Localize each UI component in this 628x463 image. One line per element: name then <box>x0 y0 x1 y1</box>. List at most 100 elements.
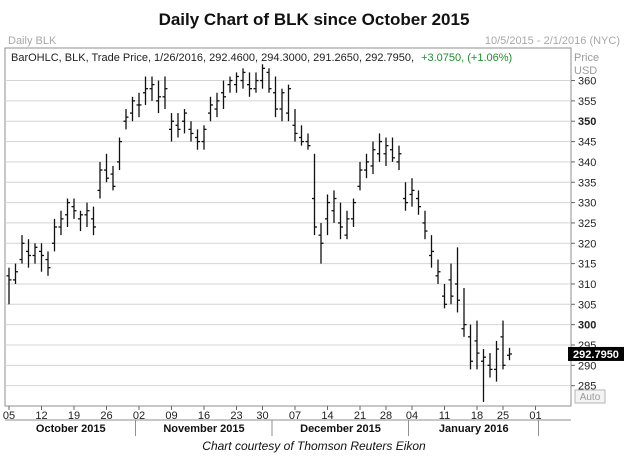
ohlc-bar <box>377 133 382 162</box>
ohlc-bar <box>104 153 109 183</box>
ohlc-bar <box>312 153 317 236</box>
ohlc-bar <box>143 76 148 105</box>
ohlc-bar <box>123 109 129 130</box>
ohlc-bar <box>487 353 493 378</box>
ohlc-bar <box>474 320 480 370</box>
ohlc-bar <box>260 64 265 89</box>
ohlc-bar <box>110 165 116 191</box>
ohlc-bar <box>279 88 285 122</box>
x-tick-label: 12 <box>35 410 47 422</box>
chart-caption: Chart courtesy of Thomson Reuters Eikon <box>202 439 426 453</box>
y-tick-label: 290 <box>578 360 596 372</box>
y-tick-label: 340 <box>578 157 596 169</box>
price-bars <box>6 64 512 402</box>
month-label: December 2015 <box>300 423 381 435</box>
x-tick-label: 16 <box>198 410 210 422</box>
ohlc-bar <box>26 239 31 268</box>
x-tick-label: 02 <box>133 410 145 422</box>
x-tick-label: 07 <box>289 410 301 422</box>
ohlc-bar <box>338 202 343 240</box>
ohlc-bar <box>364 153 369 179</box>
x-tick-label: 04 <box>406 410 418 422</box>
info-values: BarOHLC, BLK, Trade Price, 1/26/2016, 29… <box>11 52 414 64</box>
ohlc-bar <box>71 198 77 219</box>
ohlc-bar <box>266 68 272 93</box>
ohlc-bar <box>494 340 499 382</box>
ohlc-bar <box>442 283 447 309</box>
ohlc-bar <box>78 210 83 232</box>
x-tick-label: 05 <box>3 410 15 422</box>
last-price-badge: 292.7950 <box>568 346 624 361</box>
ohlc-bar <box>351 198 356 227</box>
ohlc-bar <box>305 133 311 150</box>
ohlc-bar <box>32 243 38 264</box>
y-tick-label: 335 <box>578 177 596 189</box>
x-tick-label: 26 <box>100 410 112 422</box>
ohlc-bar <box>221 80 226 110</box>
ohlc-bar <box>429 235 434 268</box>
y-tick-label: 360 <box>578 76 596 88</box>
ohlc-bar <box>52 218 57 252</box>
ohlc-bar <box>416 190 421 215</box>
auto-scale-button[interactable]: Auto <box>574 389 606 404</box>
ohlc-bar <box>208 96 213 122</box>
ohlc-bar <box>97 161 103 199</box>
ohlc-bar <box>58 210 64 236</box>
y-tick-label: 330 <box>578 198 596 210</box>
y-tick-label: 310 <box>578 279 596 291</box>
ohlc-bar <box>325 194 330 236</box>
ohlc-bar <box>169 113 174 142</box>
ohlc-bar <box>461 288 467 337</box>
ohlc-bar <box>422 210 428 240</box>
x-tick-label: 11 <box>439 410 450 422</box>
ohlc-bar <box>182 109 187 134</box>
ohlc-bar <box>507 347 512 361</box>
ohlc-bar <box>175 113 181 138</box>
y-tick-label: 345 <box>578 137 596 149</box>
ohlc-bar <box>91 206 96 236</box>
ohlc-bar <box>435 259 441 284</box>
ohlc-bar <box>136 92 142 118</box>
x-tick-label: 23 <box>230 410 242 422</box>
price-axis-title: Price <box>574 52 599 64</box>
ohlc-bar <box>149 76 155 101</box>
y-tick-label: 355 <box>578 96 596 108</box>
ohlc-bar <box>195 129 200 150</box>
y-tick-label: 305 <box>578 299 596 311</box>
ohlc-bar <box>331 190 337 223</box>
chart-title: Daily Chart of BLK since October 2015 <box>158 10 470 29</box>
y-tick-label: 315 <box>578 259 596 271</box>
last-price-value: 292.7950 <box>573 349 619 361</box>
ohlc-bar <box>286 84 291 122</box>
ohlc-bar <box>383 137 389 166</box>
ohlc-bar <box>6 267 12 305</box>
ohlc-bar <box>234 72 239 93</box>
ohlc-bar <box>273 76 278 118</box>
x-tick-label: 25 <box>497 410 509 422</box>
info-line: BarOHLC, BLK, Trade Price, 1/26/2016, 29… <box>11 52 512 64</box>
ohlc-bar <box>39 243 44 272</box>
ohlc-bar <box>409 178 415 207</box>
month-label: January 2016 <box>439 423 509 435</box>
ohlc-bar <box>156 80 161 114</box>
ohlc-bar <box>130 96 135 122</box>
ohlc-bar <box>292 109 298 142</box>
price-axis: 2852902953003053103153203253303353403453… <box>571 76 596 393</box>
x-tick-label: 09 <box>165 410 177 422</box>
price-axis-unit: USD <box>574 65 597 77</box>
x-tick-label: 01 <box>529 410 541 422</box>
ohlc-bar <box>162 76 168 110</box>
y-tick-label: 300 <box>578 320 596 332</box>
ohlc-bar <box>370 141 376 175</box>
y-tick-label: 350 <box>578 116 596 128</box>
ohlc-bar <box>299 125 304 146</box>
instrument-label: Daily BLK <box>8 35 57 47</box>
ohlc-bar <box>65 198 70 227</box>
ohlc-bar <box>13 263 18 284</box>
auto-scale-label[interactable]: Auto <box>580 392 601 403</box>
ohlc-bar <box>253 72 259 93</box>
ohlc-bar <box>247 72 252 97</box>
ohlc-bar <box>201 125 207 150</box>
